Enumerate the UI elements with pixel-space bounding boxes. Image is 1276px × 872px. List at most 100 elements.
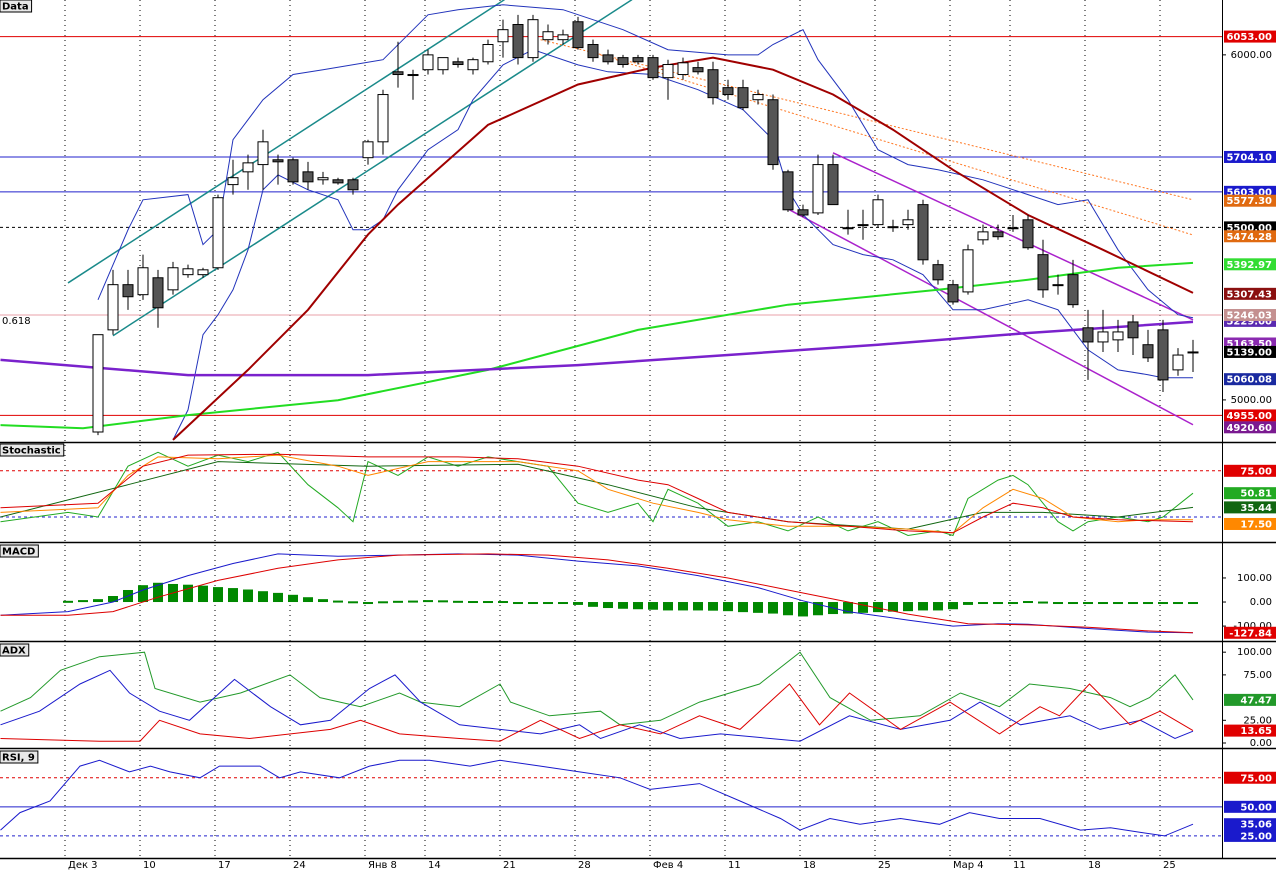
price-tag-label: 13.65 [1240,726,1272,737]
histogram-bar [138,585,148,603]
histogram-bar [678,602,688,611]
panel-title-box [0,0,33,13]
candle-body [92,334,104,433]
y-tick-label: 100.00 [1237,573,1272,584]
histogram-bar [183,584,193,603]
price-tag-label: 5500.00 [1226,223,1272,234]
histogram-bar [1143,602,1153,605]
histogram-bar [243,589,253,603]
histogram-bar [843,602,853,614]
price-tag [1224,30,1276,43]
candle-body [992,231,1004,238]
price-tag-label: 50.81 [1240,489,1272,500]
candle-body [962,249,974,293]
candle-body [452,61,464,66]
candle-body [602,54,614,63]
candle-body [512,23,524,59]
candle-body [617,57,629,66]
histogram-bar [588,602,598,607]
candle-body [197,269,209,276]
price-tag [1224,501,1276,514]
candle-body [482,44,494,63]
histogram-bar [558,602,568,605]
histogram-bar [708,602,718,611]
histogram-bar [378,601,388,604]
candle-body [302,171,314,183]
price-tag-label: 4920.60 [1226,423,1272,434]
indicator-line [0,454,1193,534]
y-tick-label: 0.00 [1250,738,1272,749]
histogram-bar [423,600,433,603]
candle-body [782,171,794,211]
price-tag-label: 5139.00 [1226,347,1272,358]
y-tick-label: 5000.00 [1231,395,1272,406]
candle-body [317,177,329,181]
price-tag [1224,800,1276,813]
trend-line [789,209,1194,426]
panel-title: Data [2,2,29,13]
candle-body [407,74,419,77]
candle-body [1172,354,1184,371]
candle-body [677,62,689,76]
indicator-line [0,451,1194,537]
histogram-bar [273,592,283,603]
price-tag-label: 75.00 [1240,773,1272,784]
histogram-bar [1038,601,1048,604]
price-tag-label: 5229.00 [1226,316,1272,327]
candle-body [932,264,944,281]
y-tick-label: 75.00 [1243,670,1272,681]
candle-body [1187,351,1199,354]
histogram-bar [453,600,463,603]
candle-body [872,199,884,226]
histogram-bar [408,600,418,603]
candle-body [902,219,914,226]
candle-body [167,267,179,291]
histogram-bar [498,601,508,604]
candle-body [797,209,809,216]
panel-title: Stochastic [2,446,61,457]
histogram-bar [993,602,1003,605]
price-tag-label: 5603.00 [1226,187,1272,198]
candle-body [272,159,284,163]
candle-body [212,197,224,269]
indicator-line [0,453,1194,534]
histogram-bar [603,602,613,609]
trend-line [600,54,1194,236]
histogram-bar [633,602,643,610]
candle-body [542,31,554,41]
histogram-bar [1173,602,1183,605]
histogram-bar [903,602,913,612]
candle-body [257,141,269,166]
histogram-bar [918,602,928,611]
price-tag [1224,421,1276,434]
histogram-bar [1098,602,1108,605]
histogram-bar [303,597,313,603]
histogram-bar [1188,602,1198,605]
candle-body [377,94,389,143]
histogram-bar [393,600,403,603]
candle-body [557,34,569,41]
candle-body [842,227,854,230]
candle-body [662,64,674,79]
candle-body [632,57,644,63]
histogram-bar [513,602,523,605]
indicator-line [0,669,1194,742]
price-tag-label: 5163.50 [1226,339,1272,350]
candle-body [857,224,869,227]
histogram-bar [333,600,343,603]
trend-line [112,0,633,337]
candle-body [1112,331,1124,341]
price-tag [1224,693,1276,706]
fib-label: 0.618 [2,316,31,327]
price-tag-label: 5577.30 [1226,196,1272,207]
histogram-bar [348,601,358,604]
panel-title-box [0,643,30,657]
y-tick-label: 6000.00 [1231,50,1272,61]
candle-body [467,59,479,71]
price-tag-label: 75.00 [1240,466,1272,477]
price-tag-label: 17.50 [1240,519,1272,530]
y-tick-label: 100.00 [1237,647,1272,658]
histogram-bar [963,602,973,605]
histogram-bar [1053,602,1063,605]
